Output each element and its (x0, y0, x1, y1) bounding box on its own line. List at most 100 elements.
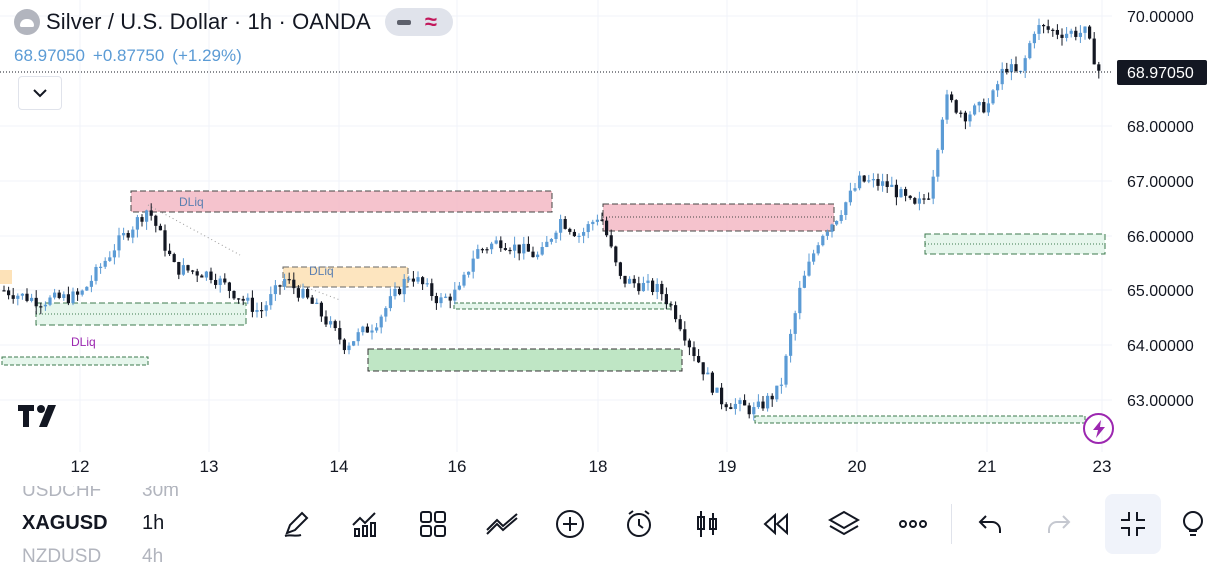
lightning-icon[interactable] (1083, 413, 1114, 444)
candle-body (241, 298, 245, 301)
candle-body (982, 102, 986, 113)
symbol-title[interactable]: Silver / U.S. Dollar · 1h · OANDA (46, 9, 371, 34)
candle-body (246, 297, 250, 301)
dliq-label-3: DLiq (71, 335, 96, 349)
undo-icon[interactable] (956, 494, 1025, 554)
candle-body (674, 305, 678, 320)
candles-icon[interactable] (673, 494, 742, 554)
candle-body (835, 220, 839, 225)
candle-body (881, 181, 885, 186)
demand-zone-light-5 (754, 415, 1086, 424)
lightbulb-icon[interactable] (1179, 494, 1209, 554)
candle-body (53, 292, 57, 298)
candle-body (99, 266, 103, 268)
candle-body (876, 179, 880, 186)
price-change-percent: (+1.29%) (172, 46, 242, 65)
candle-body (333, 321, 337, 329)
candle-body (1051, 29, 1055, 31)
candle-body (384, 308, 388, 317)
add-icon[interactable] (536, 494, 605, 554)
price-chart[interactable]: DLiq DLiq DLiq 70.00000 68.00000 67.0000… (0, 0, 1216, 485)
replay-icon[interactable] (742, 494, 811, 554)
candle-body (448, 296, 452, 301)
candle-body (710, 372, 714, 393)
candle-body (931, 176, 935, 199)
candle-body (885, 181, 889, 187)
symbol-row[interactable]: USDCHF 30m (22, 486, 179, 502)
market-status-icon (396, 19, 411, 25)
candle-body (421, 277, 425, 285)
candle-body (917, 198, 921, 204)
candle-body (549, 238, 553, 242)
silver-symbol-icon (14, 9, 40, 35)
candle-body (913, 198, 917, 204)
status-pill[interactable]: ≈ (384, 8, 453, 36)
candle-body (172, 254, 176, 263)
layers-icon[interactable] (810, 494, 879, 554)
price-axis: 70.00000 68.00000 67.00000 66.00000 65.0… (1127, 9, 1194, 410)
time-tick: 16 (448, 457, 467, 476)
candle-body (186, 265, 190, 271)
symbol-interval: 4h (142, 546, 164, 563)
indicators-icon[interactable] (331, 494, 400, 554)
candle-body (513, 244, 517, 251)
candle-body (715, 387, 719, 393)
candle-body (250, 297, 254, 312)
drawings-icon[interactable] (468, 494, 537, 554)
candle-body (664, 294, 668, 305)
candle-body (779, 384, 783, 386)
templates-icon[interactable] (399, 494, 468, 554)
candle-body (191, 270, 195, 272)
candle-body (292, 279, 296, 289)
toolbar-divider (951, 504, 952, 544)
candle-body (545, 241, 549, 247)
candle-body (724, 404, 728, 408)
candle-body (122, 232, 126, 236)
candle-body (871, 179, 875, 181)
alert-icon[interactable] (605, 494, 674, 554)
symbol-name: XAGUSD (22, 512, 108, 534)
candle-body (94, 266, 98, 281)
price-tick: 68.00000 (1127, 119, 1194, 136)
candle-body (168, 250, 172, 255)
symbol-name: NZDUSD (22, 546, 102, 563)
candle-body (310, 297, 314, 304)
candle-body (48, 297, 52, 305)
current-price-value: 68.97050 (1127, 65, 1194, 82)
grid (0, 0, 1112, 452)
candle-body (632, 278, 636, 284)
candle-body (361, 326, 365, 333)
candle-body (618, 262, 622, 276)
price-tick: 65.00000 (1127, 283, 1194, 300)
symbol-name: USDCHF (22, 486, 102, 501)
redo-icon[interactable] (1025, 494, 1094, 554)
candle-body (57, 292, 61, 298)
candle-body (848, 190, 852, 203)
candle-body (255, 310, 259, 312)
symbol-row-active[interactable]: XAGUSD 1h (22, 512, 164, 535)
candle-body (609, 235, 613, 247)
candle-body (223, 278, 227, 283)
symbol-switcher[interactable]: USDCHF 30m XAGUSD 1h NZDUSD 4h (22, 486, 242, 563)
candle-body (701, 362, 705, 375)
candle-body (692, 347, 696, 357)
symbol-row[interactable]: NZDUSD 4h (22, 546, 163, 563)
pencil-icon[interactable] (262, 494, 331, 554)
last-price: 68.97050 (14, 46, 85, 65)
time-tick: 14 (330, 457, 349, 476)
candle-body (342, 339, 346, 351)
price-tick: 66.00000 (1127, 229, 1194, 246)
candle-body (1028, 43, 1032, 59)
time-tick: 12 (71, 457, 90, 476)
candle-body (526, 243, 530, 252)
candle-body (66, 294, 70, 304)
more-icon[interactable] (879, 494, 948, 554)
candle-body (789, 333, 793, 356)
collapse-legend-button[interactable] (18, 76, 62, 110)
candle-body (43, 304, 47, 307)
candle-body (85, 286, 89, 291)
candle-body (940, 119, 944, 150)
candle-body (457, 285, 461, 290)
candle-body (1009, 64, 1013, 73)
fullscreen-exit-icon[interactable] (1105, 494, 1161, 554)
